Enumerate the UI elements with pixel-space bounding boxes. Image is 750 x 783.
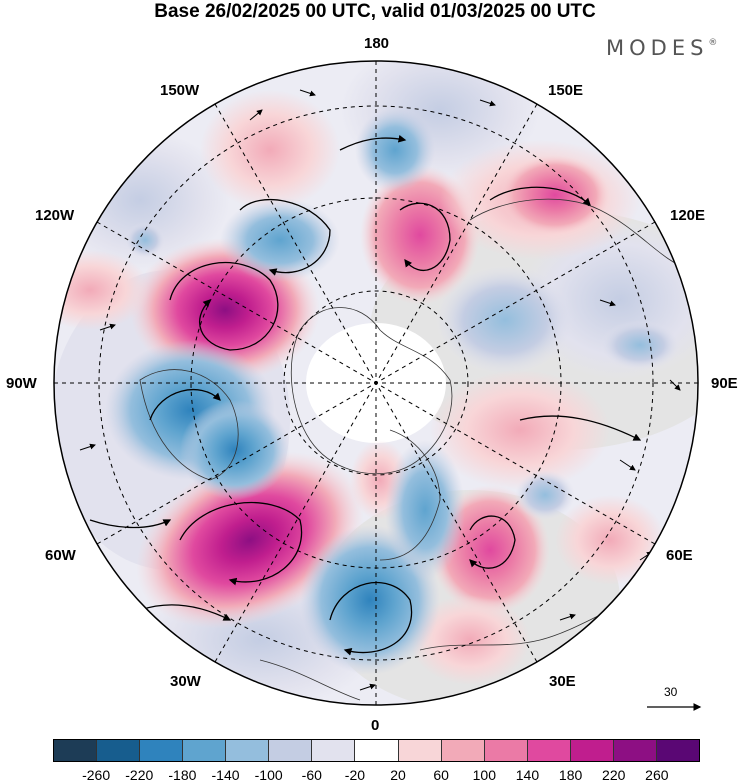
colorbar-tick-label: 220	[602, 767, 626, 783]
colorbar-swatch	[484, 740, 528, 761]
lon-label-90w: 90W	[6, 375, 37, 392]
colorbar-swatch	[54, 740, 98, 761]
lon-label-150w: 150W	[160, 82, 200, 99]
colorbar-swatch	[613, 740, 657, 761]
colorbar-tick-label: -180	[168, 767, 197, 783]
colorbar-tick-label: 140	[515, 767, 540, 783]
colorbar-tick-label: 180	[558, 767, 583, 783]
colorbar-tick-label: -260	[82, 767, 111, 783]
lon-label-30e: 30E	[549, 673, 576, 690]
wind-streamlines	[89, 134, 642, 656]
lon-label-60w: 60W	[45, 547, 76, 564]
lon-label-150e: 150E	[548, 82, 584, 99]
colorbar-tick-label: 260	[645, 767, 669, 783]
lon-label-60e: 60E	[666, 547, 693, 564]
colorbar-swatch	[656, 740, 699, 761]
colorbar-tick-label: -140	[211, 767, 240, 783]
lon-label-120w: 120W	[35, 207, 75, 224]
colorbar-tick-label: -20	[344, 767, 366, 783]
colorbar-swatch	[398, 740, 442, 761]
lon-label-0: 0	[371, 717, 380, 734]
coastlines	[139, 198, 691, 701]
colorbar-swatch	[97, 740, 141, 761]
colorbar	[53, 739, 700, 762]
reference-vector-label: 30	[664, 685, 678, 699]
colorbar-tick-label: -220	[125, 767, 154, 783]
modes-logo: MODES®	[606, 36, 718, 60]
colorbar-tick-label: -100	[254, 767, 283, 783]
colorbar-tick-label: -60	[301, 767, 322, 783]
map-boundary	[53, 60, 699, 706]
colorbar-swatch	[355, 740, 399, 761]
colorbar-tick-label: 100	[472, 767, 496, 783]
colorbar-swatch	[570, 740, 614, 761]
colorbar-swatch	[183, 740, 227, 761]
colorbar-swatch	[527, 740, 571, 761]
lon-label-180: 180	[364, 35, 390, 52]
lon-label-90e: 90E	[711, 375, 738, 392]
colorbar-swatch	[226, 740, 270, 761]
page-title: Base 26/02/2025 00 UTC, valid 01/03/2025…	[154, 1, 596, 22]
lon-label-120e: 120E	[670, 207, 706, 224]
colorbar-swatch	[140, 740, 184, 761]
colorbar-swatch	[441, 740, 485, 761]
lon-label-30w: 30W	[170, 673, 201, 690]
colorbar-swatch	[312, 740, 356, 761]
colorbar-tick-label: 60	[433, 767, 449, 783]
colorbar-tick-label: 20	[390, 767, 406, 783]
polar-map	[53, 60, 702, 711]
graticule	[54, 61, 698, 705]
colorbar-swatch	[269, 740, 313, 761]
